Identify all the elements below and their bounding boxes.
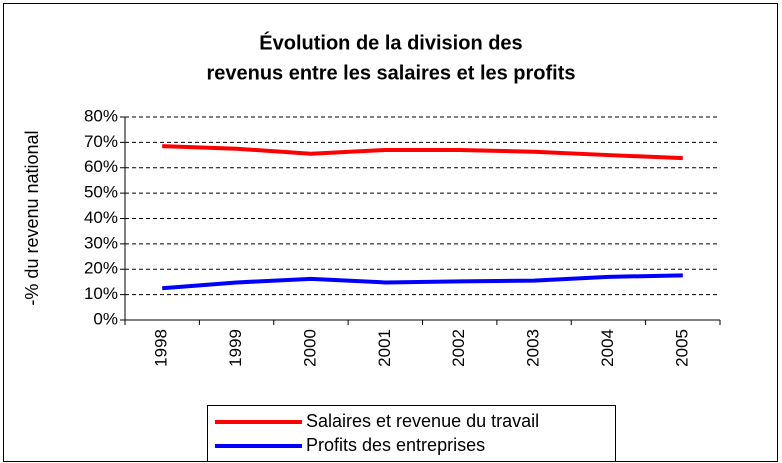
y-tick-label: 40%: [84, 208, 118, 227]
series-line: [162, 273, 683, 291]
x-tick-label: 1999: [226, 329, 245, 367]
y-tick-label: 80%: [84, 106, 118, 125]
x-tick-label: 2004: [598, 329, 617, 367]
chart-title: Évolution de la division des: [259, 31, 522, 54]
y-axis-label: -% du revenu national: [22, 130, 42, 305]
y-tick-label: 50%: [84, 183, 118, 202]
y-tick-label: 10%: [84, 284, 118, 303]
x-tick-label: 2000: [300, 329, 319, 367]
x-tick-label: 2001: [375, 329, 394, 367]
legend-label: Salaires et revenue du travail: [306, 411, 539, 431]
y-tick-label: 70%: [84, 132, 118, 151]
x-tick-label: 2002: [449, 329, 468, 367]
chart-subtitle: revenus entre les salaires et les profit…: [206, 62, 575, 84]
legend-box: [207, 405, 616, 462]
series-line: [162, 144, 683, 161]
y-tick-label: 0%: [93, 309, 118, 328]
legend-label: Profits des entreprises: [306, 435, 485, 455]
y-tick-label: 60%: [84, 157, 118, 176]
y-tick-label: 20%: [84, 259, 118, 278]
x-tick-label: 2003: [524, 329, 543, 367]
chart-frame: [3, 3, 778, 462]
x-tick-label: 2005: [672, 329, 691, 367]
y-tick-label: 30%: [84, 233, 118, 252]
x-tick-label: 1998: [152, 329, 171, 367]
